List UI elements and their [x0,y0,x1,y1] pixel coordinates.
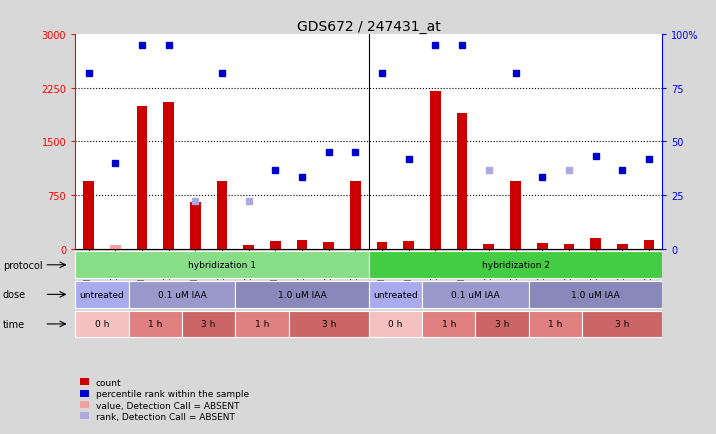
Text: 1 h: 1 h [255,320,269,329]
Bar [75,311,129,338]
Bar [236,311,289,338]
Title: GDS672 / 247431_at: GDS672 / 247431_at [297,20,440,34]
Bar [422,311,475,338]
Bar [190,203,200,250]
Text: 1 h: 1 h [548,320,563,329]
Bar [529,281,662,308]
Text: untreated: untreated [79,290,125,299]
Text: 0 h: 0 h [95,320,109,329]
Text: dose: dose [3,290,26,299]
Bar [475,311,529,338]
Bar [369,311,422,338]
Text: time: time [3,319,25,329]
Bar [422,281,529,308]
Text: hybridization 1: hybridization 1 [188,261,256,270]
Text: 0 h: 0 h [388,320,402,329]
Bar [296,240,307,250]
Text: untreated: untreated [373,290,418,299]
Legend: count, percentile rank within the sample, value, Detection Call = ABSENT, rank, : count, percentile rank within the sample… [79,378,249,421]
Bar [270,242,281,250]
Bar [243,245,254,250]
Bar [483,244,494,250]
Bar [110,245,120,250]
Bar [457,113,468,250]
Text: hybridization 2: hybridization 2 [482,261,549,270]
Bar [511,181,521,250]
Bar [617,244,628,250]
Bar [324,242,334,250]
Bar [75,252,369,279]
Text: 3 h: 3 h [615,320,629,329]
Text: 1 h: 1 h [148,320,163,329]
Text: 0.1 uM IAA: 0.1 uM IAA [451,290,500,299]
Bar [369,252,662,279]
Bar [644,240,654,250]
Text: 3 h: 3 h [321,320,336,329]
Text: 3 h: 3 h [495,320,509,329]
Bar [529,311,582,338]
Bar [129,281,236,308]
Bar [236,281,369,308]
Bar [129,311,182,338]
Bar [83,181,94,250]
Bar [430,92,441,250]
Bar [137,106,147,250]
Bar [377,242,387,250]
Text: 1 h: 1 h [442,320,456,329]
Bar [350,181,361,250]
Bar [75,281,129,308]
Bar [289,311,369,338]
Text: protocol: protocol [3,260,42,270]
Bar [163,103,174,250]
Bar [537,244,548,250]
Bar [582,311,662,338]
Bar [182,311,236,338]
Text: 0.1 uM IAA: 0.1 uM IAA [158,290,206,299]
Text: 3 h: 3 h [201,320,216,329]
Bar [403,242,414,250]
Bar [369,281,422,308]
Bar [590,239,601,250]
Bar [563,244,574,250]
Text: 1.0 uM IAA: 1.0 uM IAA [571,290,620,299]
Bar [217,181,227,250]
Text: 1.0 uM IAA: 1.0 uM IAA [278,290,326,299]
